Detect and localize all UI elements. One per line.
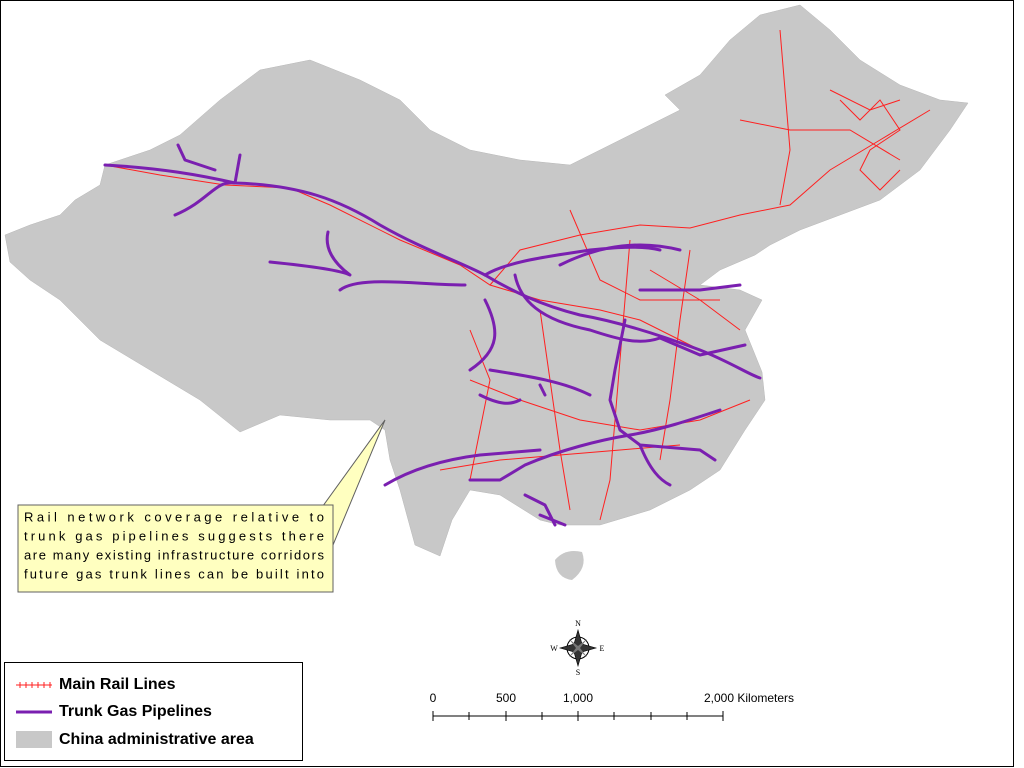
compass-n: N	[575, 619, 581, 628]
compass-diagonals	[569, 639, 587, 657]
scale-bar: 0 500 1,000 2,000 Kilometers	[430, 691, 794, 721]
scale-ticks	[432, 711, 724, 721]
callout-fill	[19, 506, 332, 591]
gas-pipelines	[103, 143, 762, 527]
china-area	[4, 4, 969, 557]
legend-rail-symbol	[16, 682, 52, 688]
compass-e: E	[600, 644, 605, 653]
legend-label: China administrative area	[59, 731, 254, 748]
legend-box	[4, 662, 303, 761]
legend-area-symbol	[16, 731, 52, 748]
hainan	[555, 551, 584, 580]
annotation: Rail network coverage relative to trunk …	[17, 419, 386, 593]
scale-label: 1,000	[563, 691, 593, 705]
scale-label: 500	[496, 691, 516, 705]
annotation-line: are many existing infrastructure corrido…	[24, 547, 325, 562]
legend-label: Trunk Gas Pipelines	[59, 703, 212, 720]
compass: N E S W	[550, 619, 604, 677]
compass-s: S	[576, 668, 580, 677]
scale-label: 0	[430, 691, 437, 705]
annotation-line: trunk gas pipelines suggests there	[24, 528, 324, 543]
compass-w: W	[550, 644, 558, 653]
legend: Main Rail Lines Trunk Gas Pipelines Chin…	[4, 662, 303, 761]
legend-label: Main Rail Lines	[59, 676, 176, 693]
scale-label: 2,000 Kilometers	[704, 691, 794, 705]
